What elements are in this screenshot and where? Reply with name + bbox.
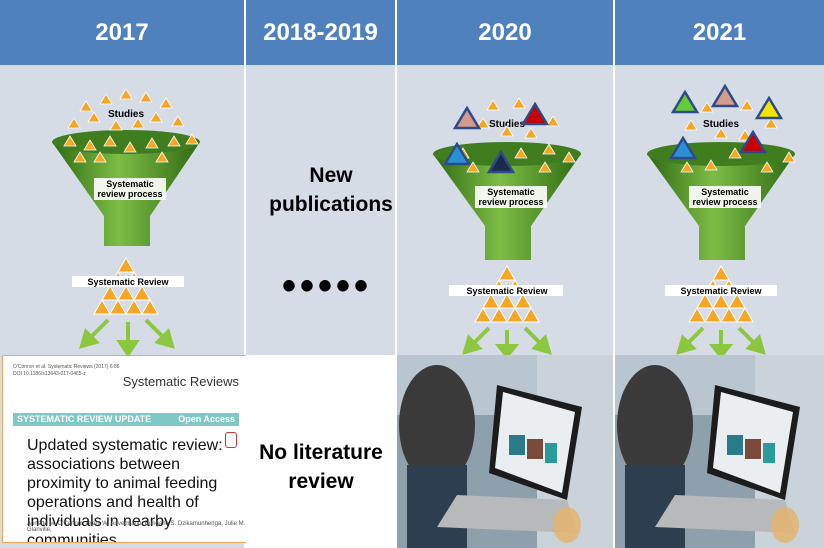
year-header-2020: 2020 <box>397 0 613 65</box>
studies-label: Studies <box>703 119 740 130</box>
laptop-icon <box>615 355 824 548</box>
svg-text:Systematic: Systematic <box>487 187 535 197</box>
studies-label: Studies <box>489 119 526 130</box>
paper-thumbnail: O'Connor et al. Systematic Reviews (2017… <box>2 355 250 543</box>
year-header-2017: 2017 <box>0 0 244 65</box>
column-2018-2019: 2018-2019 New publications ••••• No lite… <box>246 0 395 548</box>
laptop-icon <box>397 355 613 548</box>
year-header-2021: 2021 <box>615 0 824 65</box>
paper-authors: Annette M. O'Connor, Brent W. Auvermann,… <box>27 521 246 533</box>
studies-label: Studies <box>108 109 145 120</box>
paper-meta: O'Connor et al. Systematic Reviews (2017… <box>13 364 120 377</box>
arrows-icon <box>676 326 766 356</box>
column-2020: 2020 Systematic review process Studies <box>397 0 613 548</box>
paper-banner: SYSTEMATIC REVIEW UPDATE Open Access <box>13 413 239 426</box>
ellipsis-dots: ••••• <box>282 264 373 308</box>
svg-text:review process: review process <box>692 197 757 207</box>
funnel-diagram-2017: Systematic review process Studies System… <box>52 88 200 356</box>
column-2017: 2017 Systematic review process Studies <box>0 0 250 548</box>
laptop-photo <box>615 355 824 548</box>
output-label: Systematic Review <box>466 286 548 296</box>
arrows-icon <box>79 318 175 356</box>
no-review-text: No literature review <box>259 441 383 493</box>
output-label: Systematic Review <box>680 286 762 296</box>
arrows-icon <box>462 326 552 356</box>
process-label-2: review process <box>97 189 162 199</box>
svg-text:review process: review process <box>478 197 543 207</box>
laptop-photo <box>397 355 613 548</box>
column-2021: 2021 Systematic review process Studies <box>615 0 824 548</box>
journal-name: Systematic Reviews <box>122 374 239 389</box>
funnel-diagram-2021: Systematic review process Studies System… <box>647 83 796 356</box>
crossmark-icon <box>225 432 237 448</box>
output-label: Systematic Review <box>87 277 169 287</box>
year-header-2018-2019: 2018-2019 <box>246 0 395 65</box>
funnel-diagram-2020: Systematic review process Studies System… <box>433 97 581 356</box>
paper-title: Updated systematic review: associations … <box>27 437 223 543</box>
process-label: Systematic <box>106 179 154 189</box>
svg-text:Systematic: Systematic <box>701 187 749 197</box>
new-publications-text: New publications <box>269 164 393 216</box>
